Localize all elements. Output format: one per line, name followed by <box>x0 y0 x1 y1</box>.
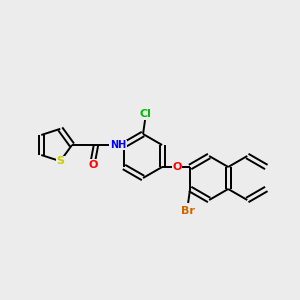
Text: Cl: Cl <box>139 109 151 119</box>
Text: S: S <box>56 156 64 166</box>
Text: O: O <box>88 160 98 170</box>
Text: NH: NH <box>110 140 126 150</box>
Text: Br: Br <box>181 206 195 216</box>
Text: O: O <box>172 162 182 172</box>
